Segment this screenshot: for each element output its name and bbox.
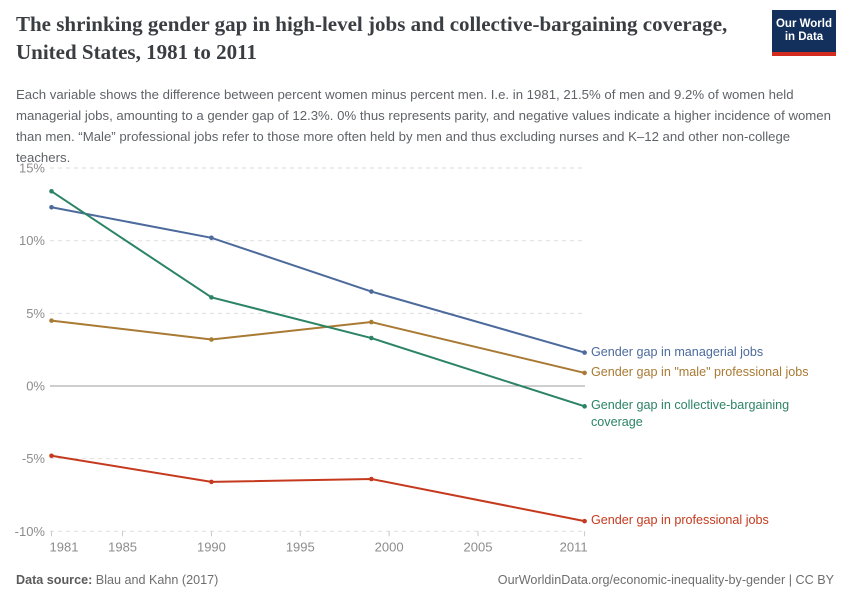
x-tick-label: 2011 [560,539,588,554]
data-source-label: Data source: [16,573,93,587]
logo-text-line2: in Data [784,31,824,43]
line-chart-area: 15% 10% 5% 0% -5% -10% 1981 1985 1990 1995 2000 200… [0,155,850,568]
series-end-label[interactable]: Gender gap in "male" professional jobs [591,364,809,381]
series-line-2[interactable] [50,190,585,408]
series-end-label[interactable]: Gender gap in professional jobs [591,512,769,529]
credit-link[interactable]: OurWorldinData.org/economic-inequality-b… [497,573,834,587]
series-line-1[interactable] [51,319,585,374]
data-point-marker[interactable] [369,319,374,325]
data-point-marker[interactable] [582,518,587,524]
data-point-marker[interactable] [582,404,587,409]
y-tick-label: -5% [22,451,46,466]
x-tick-label: 1981 [50,539,79,554]
data-source: Data source: Blau and Kahn (2017) [16,573,218,587]
chart-footer: Data source: Blau and Kahn (2017) OurWor… [16,568,834,592]
series-end-label-line: Gender gap in professional jobs [591,513,769,528]
series-end-label-line: Gender gap in "male" professional jobs [591,364,809,379]
x-tick-label: 1990 [197,539,226,554]
data-point-marker[interactable] [209,479,214,485]
data-point-marker[interactable] [209,235,214,241]
x-tick-label: 2005 [464,539,493,554]
data-source-value[interactable]: Blau and Kahn (2017) [92,573,219,587]
y-tick-label: 15% [19,161,45,176]
chart-title: The shrinking gender gap in high-level j… [16,12,728,64]
y-tick-label: 10% [19,233,45,248]
x-tick-label: 1985 [108,539,137,554]
data-point-marker[interactable] [209,295,214,300]
data-point-marker[interactable] [209,337,214,342]
data-point-marker[interactable] [582,350,587,355]
data-point-marker[interactable] [369,476,374,482]
chart-subtitle: Each variable shows the difference betwe… [16,87,831,165]
y-tick-label: -10% [15,524,46,539]
x-tick-label: 1995 [286,539,315,554]
series-line-3[interactable] [51,454,585,523]
data-point-marker[interactable] [49,318,54,323]
y-tick-label: 0% [26,379,45,394]
series-end-label-line: Gender gap in collective-bargaining [591,398,790,413]
data-point-marker[interactable] [49,453,54,459]
series-end-label[interactable]: Gender gap in managerial jobs [591,344,763,361]
y-tick-label: 5% [26,306,45,321]
line-chart-svg: 15% 10% 5% 0% -5% -10% 1981 1985 1990 1995 2000 200… [15,161,588,555]
data-point-marker[interactable] [369,289,374,294]
data-point-marker[interactable] [369,335,374,341]
series-end-label-line: Gender gap in managerial jobs [591,344,764,359]
x-tick-label: 2000 [375,539,404,554]
data-point-marker[interactable] [49,188,54,194]
data-point-marker[interactable] [582,370,587,376]
series-end-label-line: coverage [591,415,643,430]
series-line-0[interactable] [51,206,585,354]
data-point-marker[interactable] [49,204,54,210]
logo-text-line1: Our World [775,17,832,30]
owid-logo[interactable]: Our World in Data [772,10,836,56]
series-end-label[interactable]: Gender gap in collective-bargaining cover… [591,397,789,431]
